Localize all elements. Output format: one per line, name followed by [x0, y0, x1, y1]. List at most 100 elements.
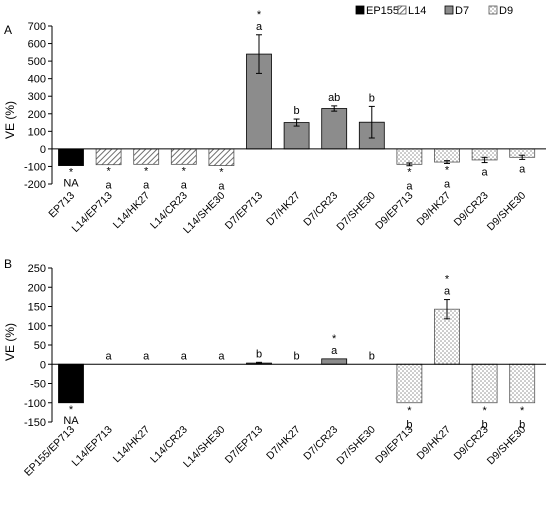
panel-a-category-label: D9/CR23	[452, 190, 491, 229]
panel-b-group-letter: b	[482, 419, 488, 431]
panel-a-group-letter: a	[256, 21, 263, 33]
panel-b-y-tick-label: 200	[28, 282, 46, 294]
panel-a-group-letter: a	[406, 181, 413, 193]
panel-b-y-tick-label: -50	[30, 379, 46, 391]
panel-a-significance-star: *	[445, 164, 450, 176]
panel-a-y-tick-label: 300	[28, 91, 46, 103]
panel-b-y-tick-label: -100	[24, 398, 46, 410]
panel-b-y-tick-label: 150	[28, 302, 46, 314]
panel-a-group-letter: ab	[328, 92, 340, 104]
panel-b-category-label: D9/EP713	[373, 424, 415, 466]
panel-b-significance-star: *	[69, 404, 74, 416]
panel-a-significance-star: *	[219, 167, 224, 179]
panel-a-significance-star: *	[69, 167, 74, 179]
panel-a-group-letter: a	[181, 179, 188, 191]
panel-b-group-letter: b	[369, 350, 375, 362]
panel-a-y-axis-label: VE (%)	[3, 101, 17, 139]
legend-swatch	[488, 5, 498, 15]
panel-a-y-tick-label: -100	[24, 161, 46, 173]
panel-a-y-tick-label: 600	[28, 39, 46, 51]
panel-a-category-label: D9/EP713	[373, 190, 415, 232]
panel-b-significance-star: *	[520, 405, 525, 417]
panel-b-significance-star: *	[407, 405, 412, 417]
panel-b-y-axis-label: VE (%)	[3, 323, 17, 361]
legend-label: L14	[408, 5, 426, 17]
panel-a-category-label: D7/CR23	[301, 190, 340, 229]
panel-a-category-label: L14/HK27	[111, 190, 153, 232]
panel-a-bar	[95, 148, 122, 166]
panel-b-bar	[509, 363, 536, 404]
panel-a-significance-star: *	[106, 166, 111, 178]
panel-a-significance-star: *	[257, 9, 262, 21]
panel-b-group-letter: NA	[63, 415, 79, 427]
panel-a-y-tick-label: 500	[28, 56, 46, 68]
panel-a-group-letter: b	[369, 92, 375, 104]
panel-a-group-letter: a	[106, 180, 113, 192]
panel-b-group-letter: a	[218, 350, 225, 362]
panel-a-group-letter: a	[444, 178, 451, 190]
panel-b-significance-star: *	[482, 405, 487, 417]
panel-a-bar	[133, 148, 160, 165]
panel-b-significance-star: *	[332, 333, 337, 345]
panel-b-category-label: D9/CR23	[452, 424, 491, 463]
panel-a-group-letter: b	[294, 105, 300, 117]
panel-a: A VE (%) -200 -100 0 100 200 300 400 500 600 700 *…	[3, 9, 546, 236]
legend-label: EP155	[366, 5, 399, 17]
panel-b-bar	[321, 358, 348, 365]
panel-a-y-tick-label: 200	[28, 109, 46, 121]
panel-b-category-label: D9/SHE30	[485, 424, 529, 468]
panel-a-y-tick-label: 0	[40, 144, 46, 156]
panel-a-y-tick-label: 100	[28, 126, 46, 138]
panel-a-bar	[321, 108, 348, 150]
panel-a-bar	[58, 148, 84, 166]
legend-label: D9	[499, 5, 513, 17]
panel-a-bar	[208, 148, 235, 166]
panel-a-y-tick-label: 400	[28, 74, 46, 86]
panel-a-category-label: D7/EP713	[223, 190, 265, 232]
legend-label: D7	[455, 5, 469, 17]
panel-b-category-label: EP155/EP713	[22, 424, 77, 479]
panel-b-group-letter: a	[106, 350, 113, 362]
panel-b-group-letter: b	[256, 348, 262, 360]
panel-b-category-label: L14/EP713	[69, 424, 114, 469]
panel-a-category-label: D7/SHE30	[334, 190, 378, 234]
panel-b-y-tick-label: 250	[28, 263, 46, 275]
panel-a-bar	[434, 148, 460, 163]
panel-a-significance-star: *	[407, 167, 412, 179]
panel-b-y-tick-label: 50	[34, 340, 46, 352]
panel-a-bar	[170, 148, 197, 165]
panel-a-group-letter: NA	[63, 178, 79, 190]
legend: EP155 L14 D7 D9	[355, 5, 513, 17]
panel-b-group-letter: a	[143, 350, 150, 362]
panel-b-group-letter: b	[294, 350, 300, 362]
panel-a-category-label: EP713	[46, 190, 77, 221]
panel-b-significance-star: *	[445, 274, 450, 286]
panel-a-label: A	[4, 23, 12, 37]
panel-b-y-tick-label: -150	[24, 417, 46, 429]
panel-b-group-letter: a	[331, 345, 338, 357]
panel-a-y-tick-label: -200	[24, 179, 46, 191]
panel-a-group-letter: a	[519, 163, 526, 175]
panel-b-bar	[471, 363, 498, 404]
panel-a-category-label: L14/EP713	[69, 190, 114, 235]
panel-a-y-tick-label: 700	[28, 21, 46, 33]
panel-b-category-label: D7/HK27	[264, 424, 303, 463]
panel-a-group-letter: a	[482, 167, 489, 179]
panel-b-category-label: L14/HK27	[111, 424, 153, 466]
panel-a-category-label: D7/HK27	[264, 190, 303, 229]
panel-b-y-tick-label: 100	[28, 321, 46, 333]
panel-b: B VE (%) -150-100-50050100150200250*NAEP…	[3, 257, 546, 479]
panel-b-category-label: D9/HK27	[415, 424, 454, 463]
panel-b-bar	[58, 363, 84, 404]
panel-b-bar	[396, 363, 423, 404]
panel-b-group-letter: a	[181, 350, 188, 362]
panel-b-category-label: D7/EP713	[223, 424, 265, 466]
panel-b-label: B	[4, 257, 12, 271]
panel-b-y-tick-label: 0	[40, 359, 46, 371]
legend-swatch	[444, 5, 454, 15]
panel-a-bar	[396, 148, 423, 165]
panel-a-significance-star: *	[144, 165, 149, 177]
panel-b-group-letter: b	[519, 419, 525, 431]
panel-b-category-label: D7/SHE30	[334, 424, 378, 468]
